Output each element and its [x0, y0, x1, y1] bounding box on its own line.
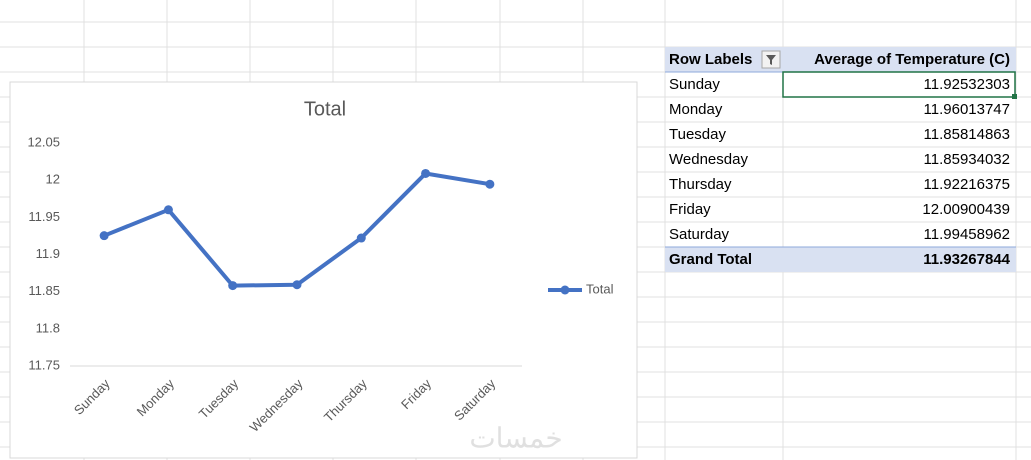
y-tick-label: 11.85	[28, 283, 60, 298]
marker	[485, 179, 495, 189]
fill-handle[interactable]	[1012, 94, 1017, 99]
header-bg	[665, 47, 1016, 72]
row-value: 11.85814863	[924, 126, 1010, 143]
row-value: 11.96013747	[924, 101, 1010, 118]
row-label: Monday	[669, 101, 723, 118]
row-value: 11.85934032	[924, 151, 1010, 168]
row-value: 11.92532303	[924, 76, 1010, 93]
row-value: 11.92216375	[924, 176, 1010, 193]
row-label: Tuesday	[669, 126, 726, 143]
legend-marker	[560, 285, 570, 295]
y-tick-label: 11.9	[36, 246, 60, 261]
row-label: Wednesday	[669, 151, 748, 168]
marker	[292, 280, 302, 290]
selected-cell[interactable]	[782, 71, 1016, 98]
y-tick-label: 12.05	[27, 134, 60, 149]
total-value: 11.93267844	[923, 251, 1010, 268]
marker	[99, 231, 109, 241]
y-tick-label: 11.95	[28, 209, 60, 224]
total-label: Grand Total	[669, 251, 752, 268]
watermark: خمسات	[469, 422, 562, 453]
col-header: Row Labels	[669, 51, 752, 68]
marker	[421, 168, 431, 178]
marker	[228, 281, 238, 291]
legend-label: Total	[586, 281, 614, 296]
marker	[356, 233, 366, 243]
y-tick-label: 12	[46, 172, 60, 187]
y-tick-label: 11.8	[36, 320, 60, 335]
y-tick-label: 11.75	[28, 357, 60, 372]
row-value: 11.99458962	[924, 226, 1010, 243]
chart-area[interactable]	[9, 81, 638, 459]
row-label: Friday	[669, 201, 711, 218]
row-label: Saturday	[669, 226, 730, 243]
row-label: Thursday	[669, 176, 732, 193]
marker	[163, 205, 173, 215]
total-bg	[665, 247, 1016, 272]
row-label: Sunday	[669, 76, 720, 93]
row-value: 12.00900439	[922, 201, 1010, 218]
filter-icon	[766, 55, 776, 65]
col-header: Average of Temperature (C)	[814, 51, 1010, 68]
chart-title: Total	[304, 98, 346, 120]
